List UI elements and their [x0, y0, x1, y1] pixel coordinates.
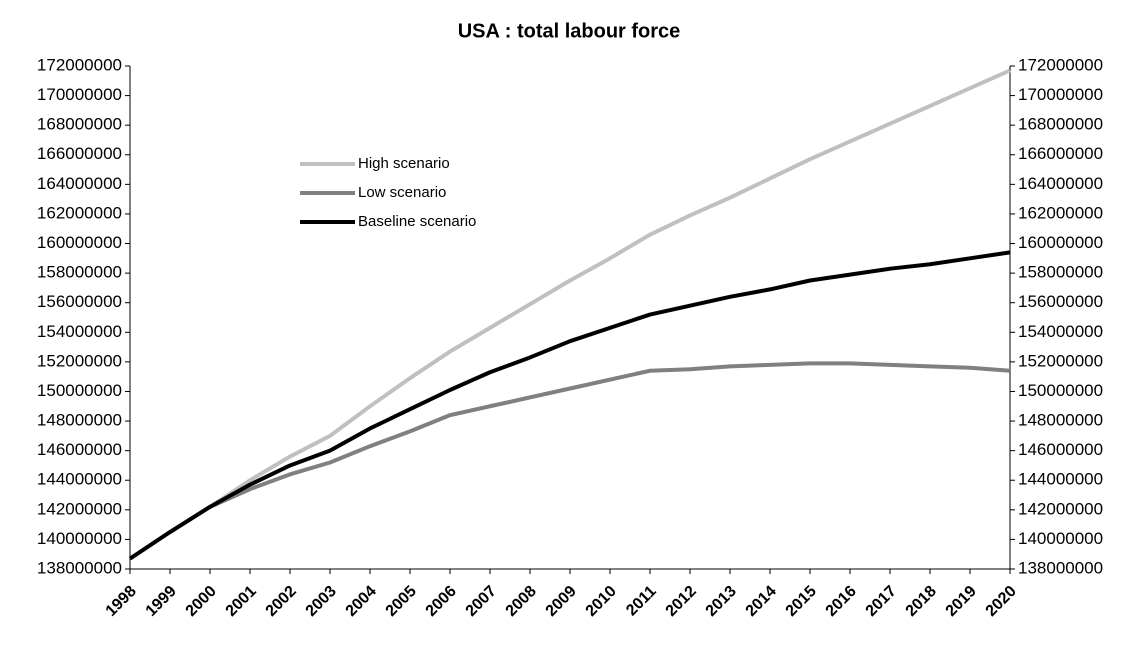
y-tick-label: 170000000 — [37, 85, 122, 104]
y-tick-label: 168000000 — [37, 115, 122, 134]
y2-tick-label: 154000000 — [1018, 322, 1103, 341]
y-tick-label: 150000000 — [37, 381, 122, 400]
y-tick-label: 146000000 — [37, 440, 122, 459]
x-tick-label: 2019 — [943, 583, 980, 620]
x-tick-label: 2003 — [303, 583, 340, 620]
y-tick-label: 140000000 — [37, 529, 122, 548]
y2-tick-label: 172000000 — [1018, 55, 1103, 74]
x-tick-label: 2020 — [983, 583, 1020, 620]
chart-title: USA : total labour force — [458, 20, 681, 42]
y-tick-label: 148000000 — [37, 411, 122, 430]
x-tick-label: 2006 — [423, 583, 460, 620]
x-tick-label: 2011 — [623, 583, 660, 620]
y-tick-label: 144000000 — [37, 470, 122, 489]
y2-tick-label: 166000000 — [1018, 144, 1103, 163]
legend-label: Baseline scenario — [358, 213, 476, 230]
x-tick-label: 1998 — [103, 583, 140, 620]
y-tick-label: 166000000 — [37, 144, 122, 163]
y-tick-label: 152000000 — [37, 351, 122, 370]
y2-tick-label: 162000000 — [1018, 203, 1103, 222]
y-tick-label: 154000000 — [37, 322, 122, 341]
x-tick-label: 2014 — [743, 583, 780, 620]
y2-tick-label: 140000000 — [1018, 529, 1103, 548]
series-line — [128, 68, 1011, 561]
x-tick-label: 2005 — [383, 583, 420, 620]
x-tick-label: 2004 — [343, 583, 380, 620]
x-tick-label: 2013 — [703, 583, 740, 620]
y-tick-label: 164000000 — [37, 174, 122, 193]
y2-tick-label: 144000000 — [1018, 470, 1103, 489]
y2-tick-label: 170000000 — [1018, 85, 1103, 104]
y2-tick-label: 150000000 — [1018, 381, 1103, 400]
legend-label: High scenario — [358, 155, 450, 172]
y-tick-label: 138000000 — [37, 558, 122, 577]
y2-tick-label: 152000000 — [1018, 351, 1103, 370]
y2-tick-label: 142000000 — [1018, 499, 1103, 518]
x-tick-label: 2000 — [183, 583, 220, 620]
legend-label: Low scenario — [358, 184, 446, 201]
y-tick-label: 158000000 — [37, 263, 122, 282]
series-line — [128, 250, 1011, 561]
y2-tick-label: 138000000 — [1018, 558, 1103, 577]
y2-tick-label: 164000000 — [1018, 174, 1103, 193]
y-tick-label: 172000000 — [37, 55, 122, 74]
x-tick-label: 2007 — [463, 583, 500, 620]
y2-tick-label: 148000000 — [1018, 411, 1103, 430]
y-tick-label: 156000000 — [37, 292, 122, 311]
y2-tick-label: 160000000 — [1018, 233, 1103, 252]
y2-tick-label: 168000000 — [1018, 115, 1103, 134]
x-tick-label: 2002 — [263, 583, 300, 620]
x-tick-label: 2001 — [223, 583, 260, 620]
x-tick-label: 2017 — [863, 583, 900, 620]
y2-tick-label: 146000000 — [1018, 440, 1103, 459]
y-tick-label: 142000000 — [37, 499, 122, 518]
x-tick-label: 2009 — [543, 583, 580, 620]
x-tick-label: 2012 — [663, 583, 700, 620]
x-tick-label: 2016 — [823, 583, 860, 620]
y-tick-label: 160000000 — [37, 233, 122, 252]
x-tick-label: 2008 — [503, 583, 540, 620]
x-tick-label: 2010 — [583, 583, 620, 620]
x-tick-label: 2018 — [903, 583, 940, 620]
y2-tick-label: 156000000 — [1018, 292, 1103, 311]
x-tick-label: 2015 — [783, 583, 820, 620]
series-line — [128, 361, 1011, 561]
x-tick-label: 1999 — [143, 583, 180, 620]
y-tick-label: 162000000 — [37, 203, 122, 222]
y2-tick-label: 158000000 — [1018, 263, 1103, 282]
